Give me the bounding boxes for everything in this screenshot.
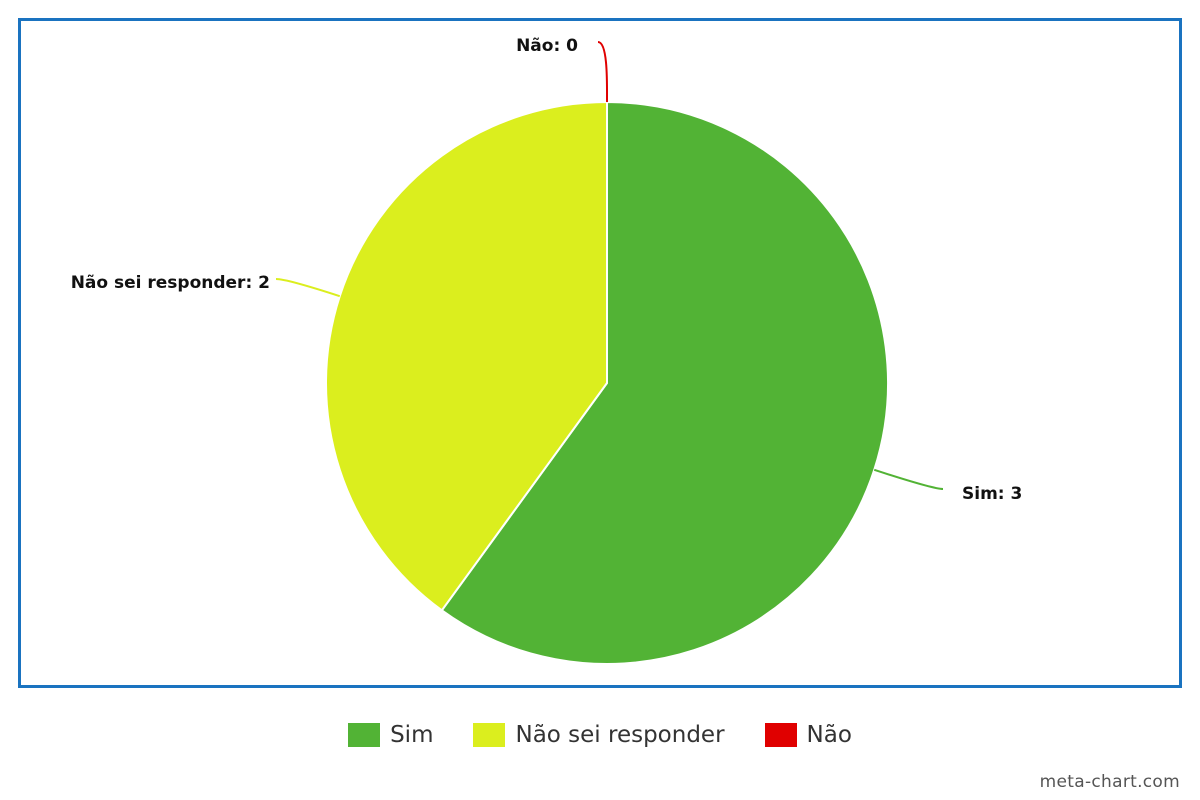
connector-nao xyxy=(597,41,609,103)
pie-slice-sim[interactable] xyxy=(440,100,889,665)
data-label-nao-sei-responder: Não sei responder: 2 xyxy=(71,273,270,293)
legend: Sim Não sei responder Não xyxy=(0,722,1200,748)
pie-slice-nao-sei-responder[interactable] xyxy=(325,100,608,612)
legend-label-nao-sei-responder: Não sei responder xyxy=(515,722,725,748)
legend-item-nao[interactable]: Não xyxy=(764,722,852,748)
legend-swatch-sim xyxy=(348,723,381,747)
data-label-nao: Não: 0 xyxy=(516,36,578,56)
legend-swatch-nao xyxy=(764,723,797,747)
watermark[interactable]: meta-chart.com xyxy=(1039,772,1180,792)
legend-item-nao-sei-responder[interactable]: Não sei responder xyxy=(473,722,725,748)
legend-label-nao: Não xyxy=(806,722,852,748)
legend-swatch-nao-sei-responder xyxy=(473,723,506,747)
connector-sim xyxy=(873,468,944,490)
data-label-sim: Sim: 3 xyxy=(962,484,1022,504)
legend-label-sim: Sim xyxy=(390,722,434,748)
connector-nao-sei-responder xyxy=(275,278,341,298)
legend-item-sim[interactable]: Sim xyxy=(348,722,433,748)
